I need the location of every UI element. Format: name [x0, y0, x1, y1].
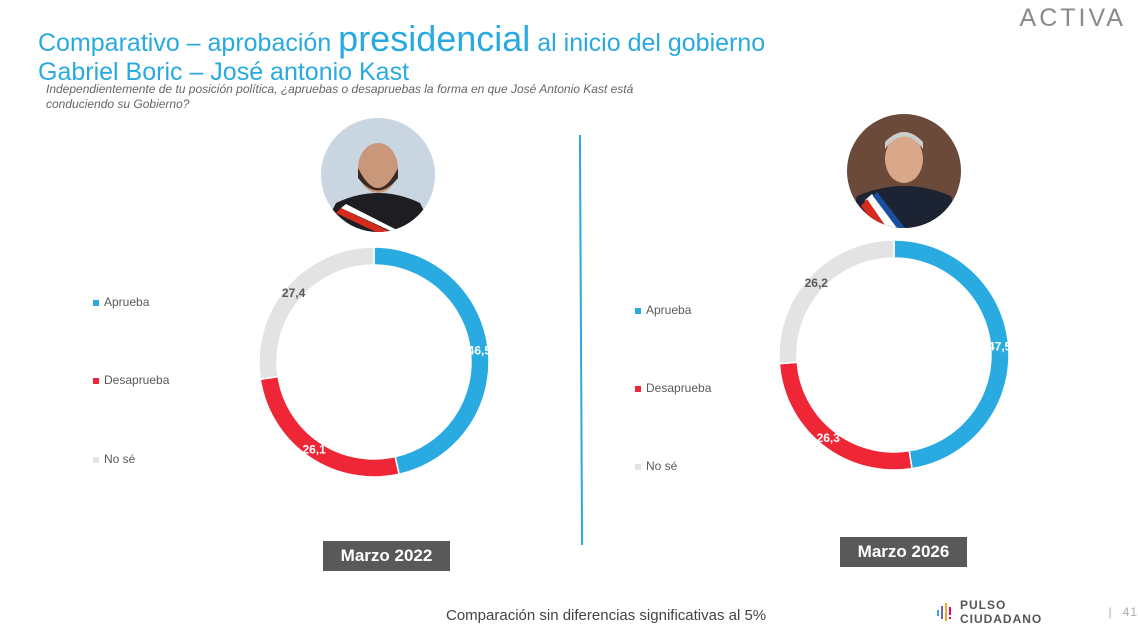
- legend-label: Desaprueba: [646, 381, 712, 395]
- data-label-nose: 27,4: [282, 286, 306, 300]
- legend-swatch: [635, 307, 641, 314]
- legend-swatch: [93, 456, 99, 463]
- legend-item-nose: No sé: [635, 459, 677, 473]
- survey-question: Independientemente de tu posición políti…: [46, 82, 634, 111]
- title-part1: Comparativo – aprobación: [38, 29, 339, 57]
- donut-slice-nose: [258, 246, 375, 381]
- date-label-2026: Marzo 2026: [840, 537, 967, 567]
- legend-label: Desaprueba: [104, 373, 170, 387]
- date-label-2022: Marzo 2022: [323, 541, 450, 571]
- data-label-desaprueba: 26,3: [817, 431, 841, 445]
- legend-swatch: [93, 377, 99, 384]
- donut-slice-aprueba: [373, 246, 490, 476]
- legend-swatch: [635, 385, 641, 392]
- separator: |: [1108, 605, 1113, 619]
- activa-logo: ACTIVA: [1019, 4, 1126, 32]
- page-title: Comparativo – aprobación presidencial al…: [38, 18, 765, 60]
- donut-slice-desaprueba: [778, 361, 913, 471]
- legend-item-nose: No sé: [93, 452, 135, 466]
- legend-swatch: [93, 299, 99, 306]
- kast-photo: [847, 114, 961, 228]
- donut-chart-2022: 46,5 26,1 27,4: [258, 246, 492, 478]
- donut-slice-aprueba: [893, 239, 1010, 470]
- page-number: 41: [1122, 605, 1138, 619]
- boric-photo: [321, 118, 435, 232]
- legend-item-aprueba: Aprueba: [635, 303, 691, 317]
- title-part2: al inicio del gobierno: [530, 29, 766, 57]
- pulso-ciudadano-brand: PULSO CIUDADANO | 41: [936, 598, 1138, 626]
- legend-item-desaprueba: Desaprueba: [93, 373, 169, 387]
- donut-chart-2026: 47,5 26,3 26,2: [778, 239, 1012, 471]
- footnote: Comparación sin diferencias significativ…: [446, 607, 767, 624]
- data-label-aprueba: 47,5: [988, 340, 1012, 354]
- data-label-desaprueba: 26,1: [302, 442, 326, 456]
- legend-label: Aprueba: [646, 303, 692, 317]
- pulso-logo-icon: [937, 603, 951, 621]
- legend-label: No sé: [104, 452, 136, 466]
- legend-label: Aprueba: [104, 295, 150, 309]
- title-emphasis: presidencial: [338, 18, 531, 59]
- legend-item-aprueba: Aprueba: [93, 295, 149, 309]
- legend-swatch: [635, 463, 641, 470]
- brand-name: PULSO CIUDADANO: [959, 598, 1043, 626]
- legend-label: No sé: [646, 459, 678, 473]
- donut-slice-nose: [778, 239, 895, 365]
- data-label-nose: 26,2: [805, 276, 829, 290]
- legend-item-desaprueba: Desaprueba: [635, 381, 711, 395]
- data-label-aprueba: 46,5: [468, 343, 492, 357]
- page-subtitle: Gabriel Boric – José antonio Kast: [38, 58, 410, 86]
- divider: [578, 134, 584, 546]
- donut-slice-desaprueba: [259, 375, 400, 478]
